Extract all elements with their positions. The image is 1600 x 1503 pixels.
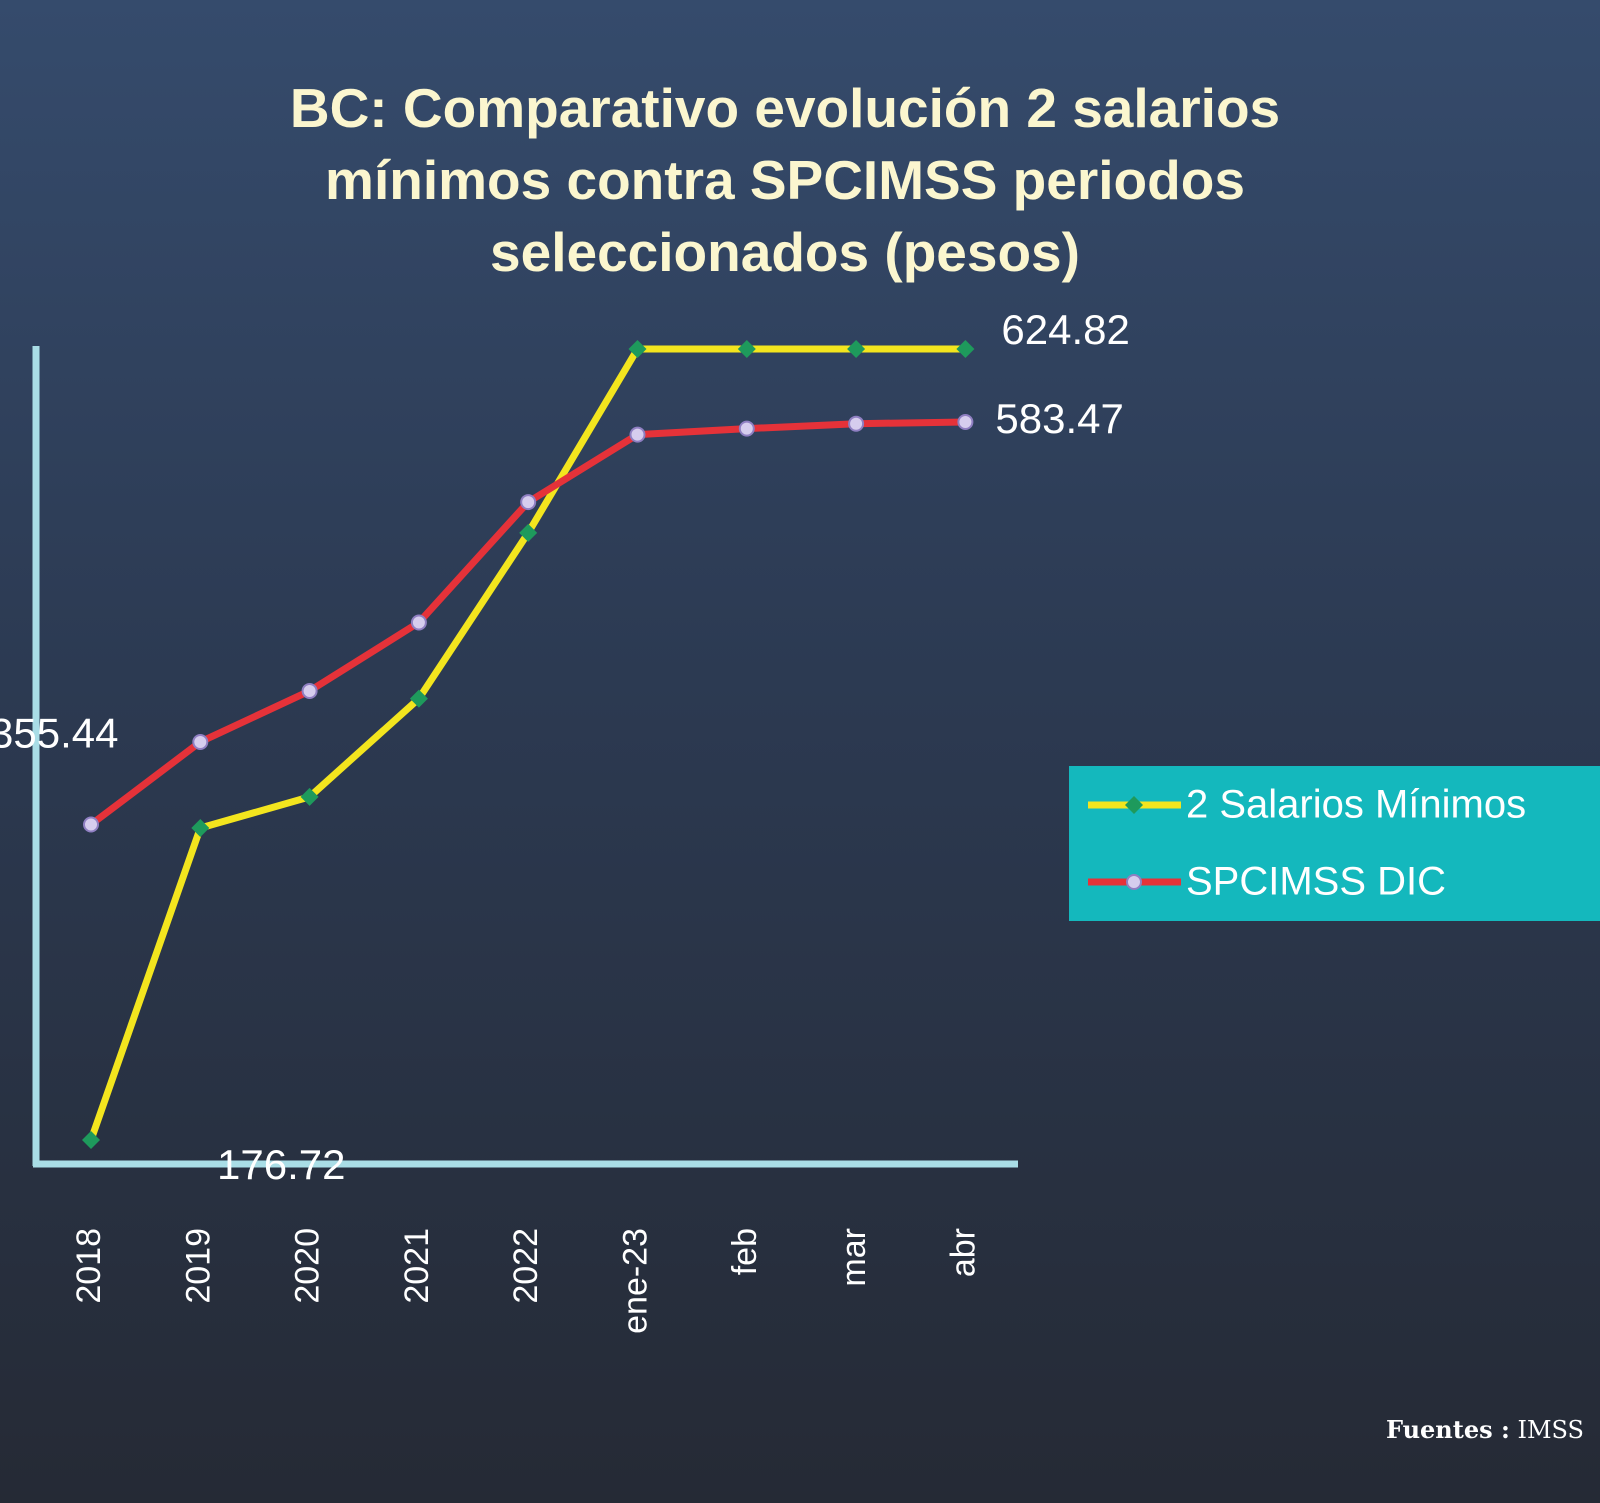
x-tick-label: feb (726, 1228, 764, 1275)
series-line (88, 418, 966, 828)
legend-marker (1125, 796, 1143, 814)
point-marker (82, 1131, 100, 1149)
point-marker (848, 415, 865, 432)
x-tick-label: 2020 (289, 1228, 327, 1304)
chart-title: BC: Comparativo evolución 2 salarios mín… (289, 77, 1281, 283)
point-marker (629, 426, 646, 443)
source-label: Fuentes : (1385, 1415, 1510, 1444)
point-marker (847, 340, 866, 358)
point-marker (738, 420, 755, 437)
point-marker (520, 494, 537, 511)
data-label: 176.72 (217, 1141, 345, 1188)
x-tick-label: 2019 (179, 1228, 217, 1304)
point-marker (191, 819, 210, 838)
legend-label: SPCIMSS DIC (1186, 860, 1446, 904)
x-tick-label: 2021 (398, 1228, 436, 1304)
source-text: IMSS (1517, 1416, 1584, 1444)
source: Fuentes : IMSS (1386, 1415, 1584, 1444)
series-line (87, 345, 966, 1142)
point-marker (192, 733, 209, 750)
point-marker (300, 787, 319, 806)
x-tick-label: 2018 (70, 1228, 108, 1304)
point-marker (956, 340, 975, 358)
data-label: 355.44 (0, 710, 118, 757)
point-marker (628, 340, 647, 358)
point-marker (301, 682, 318, 699)
legend (1069, 766, 1600, 921)
point-marker (737, 340, 756, 358)
point-marker (957, 413, 974, 430)
legend-marker (1126, 874, 1142, 890)
x-tick-label: ene-23 (616, 1228, 654, 1334)
point-marker (410, 614, 427, 631)
legend-label: 2 Salarios Mínimos (1186, 783, 1526, 827)
x-tick-label: mar (835, 1228, 873, 1287)
x-tick-label: abr (944, 1228, 982, 1277)
point-marker (519, 523, 538, 542)
point-marker (409, 689, 428, 708)
x-tick-label: 2022 (507, 1228, 545, 1304)
data-label: 624.82 (1001, 306, 1129, 353)
point-marker (83, 816, 99, 833)
data-label: 583.47 (995, 395, 1123, 442)
